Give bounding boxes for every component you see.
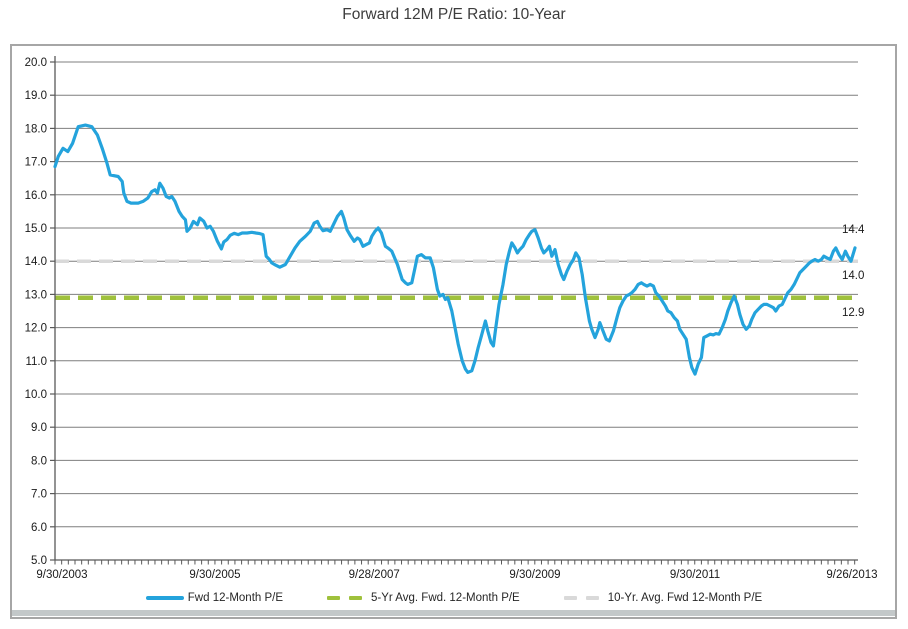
chart-frame — [10, 44, 897, 619]
svg-text:9/30/2011: 9/30/2011 — [670, 569, 720, 581]
y-axis — [50, 56, 56, 561]
svg-text:9/30/2009: 9/30/2009 — [509, 569, 560, 581]
svg-text:15.0: 15.0 — [25, 223, 47, 235]
svg-text:12.0: 12.0 — [25, 323, 47, 335]
svg-text:14.0: 14.0 — [25, 256, 47, 268]
svg-text:9/26/2013: 9/26/2013 — [826, 569, 877, 581]
svg-text:9/28/2007: 9/28/2007 — [349, 569, 400, 581]
legend-label-5yr-avg: 5-Yr Avg. Fwd. 12-Month P/E — [371, 592, 520, 604]
x-axis — [54, 559, 858, 565]
svg-text:9/30/2005: 9/30/2005 — [189, 569, 240, 581]
svg-text:18.0: 18.0 — [25, 123, 47, 135]
legend-solid-line-marker — [145, 596, 184, 600]
x-tick-labels: 9/30/2003 9/30/2005 9/28/2007 9/30/2009 9/30… — [36, 569, 877, 581]
svg-text:6.0: 6.0 — [31, 522, 47, 534]
gridlines — [55, 61, 858, 528]
annotation-5yr-avg-value: 12.9 — [842, 306, 865, 319]
legend-label-10yr-avg: 10-Yr. Avg. Fwd 12-Month P/E — [607, 592, 763, 604]
legend-dash-marker — [585, 596, 599, 600]
svg-text:8.0: 8.0 — [31, 455, 47, 467]
legend-label-fwd-pe: Fwd 12-Month P/E — [187, 592, 284, 604]
legend: Fwd 12-Month P/E 5-Yr Avg. Fwd. 12-Month… — [0, 592, 908, 604]
svg-text:20.0: 20.0 — [25, 57, 47, 69]
svg-text:7.0: 7.0 — [31, 489, 47, 501]
svg-text:19.0: 19.0 — [25, 90, 47, 102]
legend-item-5yr-avg: 5-Yr Avg. Fwd. 12-Month P/E — [327, 592, 520, 604]
series-fwd-pe-line — [53, 123, 857, 376]
y-tick-labels: 5.0 6.0 7.0 8.0 9.0 10.0 11.0 12.0 13.0 14.0 15.0 1… — [25, 57, 47, 567]
legend-item-10yr-avg: 10-Yr. Avg. Fwd 12-Month P/E — [563, 592, 763, 604]
svg-text:11.0: 11.0 — [25, 356, 47, 368]
chart-title: Forward 12M P/E Ratio: 10-Year — [342, 6, 566, 23]
svg-text:17.0: 17.0 — [25, 157, 47, 169]
legend-dash-marker — [327, 596, 341, 600]
svg-text:13.0: 13.0 — [25, 289, 47, 301]
legend-dash-marker — [349, 596, 363, 600]
annotation-last-value: 14.4 — [842, 223, 865, 236]
svg-text:16.0: 16.0 — [25, 190, 47, 202]
svg-text:9/30/2003: 9/30/2003 — [36, 569, 87, 581]
svg-text:10.0: 10.0 — [25, 389, 47, 401]
annotation-10yr-avg-value: 14.0 — [842, 270, 865, 283]
svg-text:5.0: 5.0 — [31, 555, 47, 567]
legend-item-fwd-pe: Fwd 12-Month P/E — [145, 592, 284, 604]
chart-frame-bottom-strip — [12, 610, 895, 616]
svg-text:9.0: 9.0 — [31, 422, 47, 434]
legend-dash-marker — [563, 596, 577, 600]
